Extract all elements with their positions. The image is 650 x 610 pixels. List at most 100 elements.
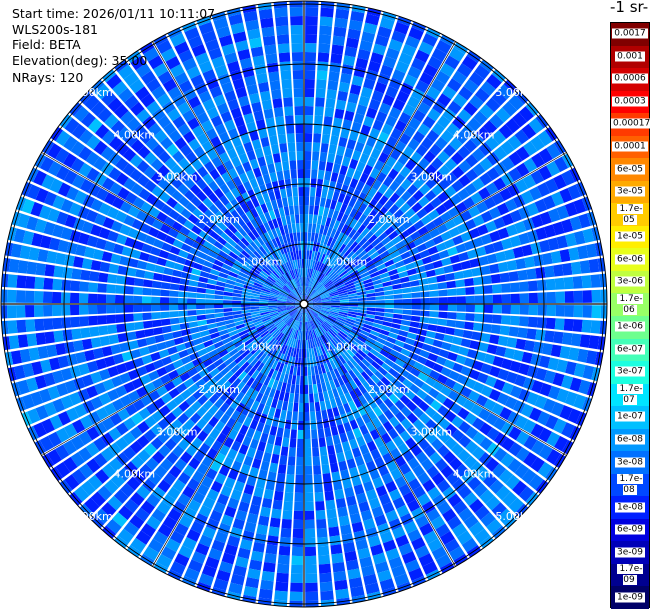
range-gate-cell	[372, 213, 382, 224]
range-gate-cell	[372, 255, 382, 264]
range-gate-cell	[300, 357, 304, 367]
range-gate-cell	[465, 426, 479, 440]
range-gate-cell	[401, 287, 412, 294]
range-gate-cell	[265, 117, 276, 128]
range-gate-cell	[375, 111, 388, 123]
range-gate-cell	[351, 521, 364, 533]
range-gate-cell	[307, 300, 313, 303]
range-gate-cell	[410, 286, 421, 293]
range-gate-cell	[432, 235, 444, 245]
range-gate-cell	[277, 322, 285, 330]
range-gate-cell	[377, 183, 389, 195]
range-gate-cell	[435, 70, 451, 85]
range-gate-cell	[196, 178, 208, 190]
range-gate-cell	[248, 256, 258, 265]
range-gate-cell	[333, 251, 341, 261]
range-gate-cell	[480, 385, 493, 398]
range-gate-cell	[345, 495, 357, 507]
range-gate-cell	[299, 205, 304, 215]
range-gate-cell	[94, 421, 108, 436]
range-gate-cell	[464, 377, 477, 390]
range-gate-cell	[423, 394, 435, 406]
range-gate-cell	[335, 241, 343, 252]
range-gate-cell	[279, 311, 288, 317]
range-gate-cell	[60, 367, 73, 381]
range-gate-cell	[300, 307, 303, 313]
range-gate-cell	[180, 208, 192, 219]
range-gate-cell	[348, 369, 357, 380]
range-gate-cell	[89, 326, 100, 337]
range-gate-cell	[78, 129, 94, 145]
range-gate-cell	[535, 329, 546, 342]
range-gate-cell	[321, 295, 331, 300]
range-gate-cell	[437, 150, 450, 164]
range-gate-cell	[160, 136, 174, 150]
range-gate-cell	[265, 335, 274, 344]
range-gate-cell	[378, 493, 392, 506]
range-gate-cell	[245, 199, 255, 211]
range-gate-cell	[172, 359, 184, 369]
range-gate-cell	[339, 165, 348, 176]
range-gate-cell	[272, 152, 281, 164]
range-gate-cell	[499, 272, 510, 283]
range-gate-cell	[251, 139, 262, 150]
range-gate-cell	[385, 156, 397, 168]
range-gate-cell	[305, 307, 307, 313]
range-gate-cell	[56, 211, 69, 226]
range-gate-cell	[421, 232, 433, 243]
range-gate-cell	[317, 428, 325, 439]
range-gate-cell	[309, 278, 314, 288]
range-gate-cell	[330, 296, 340, 300]
range-gate-cell	[339, 301, 349, 304]
range-gate-cell	[358, 384, 368, 395]
range-gate-cell	[429, 228, 441, 239]
range-gate-cell	[423, 262, 435, 271]
range-gate-cell	[269, 349, 277, 359]
range-gate-cell	[41, 174, 55, 190]
range-gate-cell	[206, 363, 217, 373]
range-gate-cell	[268, 71, 280, 82]
range-gate-cell	[479, 489, 495, 504]
range-gate-cell	[292, 260, 297, 270]
range-gate-cell	[315, 317, 322, 325]
range-gate-cell	[202, 373, 213, 383]
range-gate-cell	[231, 156, 242, 168]
range-gate-cell	[427, 108, 441, 122]
range-gate-cell	[244, 234, 253, 244]
range-gate-cell	[253, 320, 263, 326]
range-gate-cell	[307, 305, 313, 307]
range-gate-cell	[220, 366, 231, 376]
range-gate-cell	[473, 482, 488, 498]
range-gate-cell	[333, 230, 341, 240]
range-gate-cell	[382, 281, 392, 287]
range-gate-cell	[285, 115, 294, 125]
range-gate-cell	[455, 354, 467, 365]
range-gate-cell	[375, 485, 388, 497]
range-gate-cell	[309, 311, 316, 319]
range-gate-cell	[394, 119, 407, 133]
range-gate-cell	[531, 380, 544, 394]
range-gate-cell	[341, 223, 349, 234]
range-gate-cell	[257, 274, 267, 282]
range-gate-cell	[301, 250, 304, 260]
range-gate-cell	[84, 349, 96, 362]
range-gate-cell	[457, 407, 470, 420]
range-gate-cell	[160, 392, 173, 404]
range-gate-cell	[335, 8, 350, 20]
range-gate-cell	[314, 483, 323, 493]
range-gate-cell	[259, 342, 268, 351]
range-gate-cell	[340, 469, 350, 480]
range-gate-cell	[123, 71, 140, 87]
range-gate-cell	[223, 308, 233, 313]
range-gate-cell	[268, 191, 276, 202]
range-gate-cell	[167, 252, 178, 262]
range-gate-cell	[509, 315, 520, 326]
range-gate-cell	[319, 224, 325, 235]
range-gate-cell	[205, 556, 220, 569]
range-gate-cell	[371, 417, 382, 429]
range-gate-cell	[336, 231, 345, 242]
range-gate-cell	[353, 278, 363, 285]
range-gate-cell	[250, 301, 260, 304]
range-gate-cell	[515, 258, 527, 270]
range-gate-cell	[73, 256, 84, 268]
